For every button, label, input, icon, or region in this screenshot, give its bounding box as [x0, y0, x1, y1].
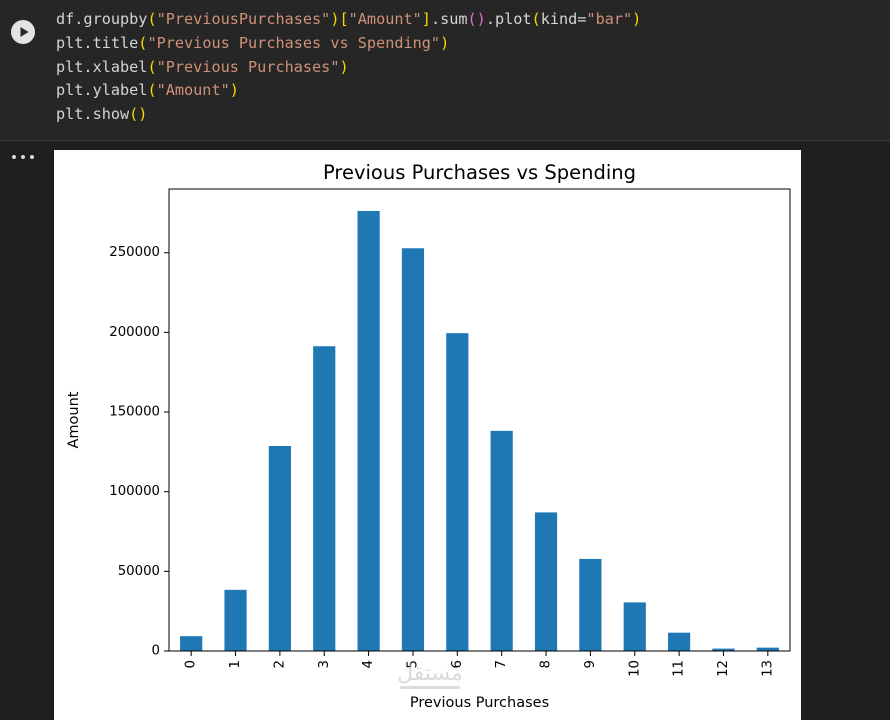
- code-token: (: [531, 10, 541, 28]
- bar-5: [401, 248, 425, 651]
- code-token: plt.ylabel: [56, 81, 148, 100]
- code-line: plt.xlabel("Previous Purchases"): [56, 58, 349, 76]
- code-token: (: [147, 81, 157, 100]
- x-tick-label: 5: [405, 660, 420, 668]
- code-token: .plot: [485, 10, 532, 28]
- code-line: plt.show(): [56, 105, 147, 123]
- chart-title: Previous Purchases vs Spending: [323, 161, 636, 184]
- code-editor[interactable]: df.groupby("PreviousPurchases")["Amount"…: [56, 8, 641, 127]
- plot-frame: [168, 188, 791, 652]
- code-token: ): [339, 57, 349, 76]
- bar-6: [446, 333, 469, 651]
- code-cell[interactable]: df.groupby("PreviousPurchases")["Amount"…: [0, 0, 890, 141]
- code-token: "Previous Purchases vs Spending": [147, 33, 441, 52]
- code-token: (: [138, 33, 148, 52]
- code-token: df.groupby: [56, 10, 148, 28]
- y-tick-label: 200000: [109, 325, 160, 340]
- play-icon: [20, 27, 29, 37]
- code-token: "PreviousPurchases": [156, 10, 331, 28]
- x-tick-label: 10: [627, 660, 642, 677]
- bar-8: [534, 512, 558, 651]
- x-tick-label: 6: [450, 660, 465, 668]
- bar-chart: 0 1 2 3 4 5 6 7 8 9 10 11 12 130500001000001500002000…: [66, 161, 791, 711]
- bar-0: [180, 636, 203, 651]
- bar-4: [357, 210, 380, 652]
- y-tick-label: 100000: [109, 484, 160, 499]
- code-token: .sum: [430, 10, 468, 28]
- code-token: (: [147, 57, 157, 76]
- code-line: plt.title("Previous Purchases vs Spendin…: [56, 34, 449, 52]
- code-token: (): [467, 10, 486, 28]
- code-token: ): [330, 10, 340, 28]
- x-tick-label: 12: [716, 660, 731, 677]
- code-token: (): [129, 105, 148, 124]
- bar-11: [668, 632, 691, 651]
- y-axis-label: Amount: [66, 391, 82, 448]
- x-tick-label: 1: [228, 660, 243, 668]
- code-token: "Previous Purchases": [156, 57, 340, 76]
- x-tick-label: 13: [760, 660, 775, 677]
- code-token: ]: [421, 10, 431, 28]
- x-tick-label: 8: [539, 660, 554, 668]
- x-tick-label: 4: [361, 660, 376, 668]
- bar-2: [268, 445, 291, 651]
- code-token: ): [440, 33, 450, 52]
- bar-10: [623, 602, 646, 651]
- x-tick-label: 7: [494, 660, 509, 668]
- y-tick-label: 0: [152, 644, 160, 659]
- bar-12: [712, 648, 735, 651]
- code-token: "Amount": [156, 81, 230, 100]
- more-horiz-icon[interactable]: [12, 150, 34, 164]
- code-line: df.groupby("PreviousPurchases")["Amount"…: [56, 10, 641, 28]
- code-token: plt.xlabel: [56, 57, 148, 76]
- code-token: ): [632, 10, 642, 28]
- code-token: ): [229, 81, 239, 100]
- x-tick-label: 11: [672, 660, 687, 677]
- bar-1: [224, 589, 247, 651]
- code-token: (: [147, 10, 157, 28]
- code-token: plt.show: [56, 105, 130, 124]
- bar-3: [313, 346, 336, 651]
- y-tick-label: 50000: [118, 564, 160, 579]
- code-token: "bar": [586, 10, 633, 28]
- bar-13: [756, 647, 779, 651]
- x-axis-label: Previous Purchases: [410, 695, 549, 711]
- x-tick-label: 2: [272, 660, 287, 668]
- bar-7: [490, 430, 513, 651]
- bar-9: [579, 558, 602, 651]
- code-token: [: [339, 10, 349, 28]
- code-token: "Amount": [348, 10, 422, 28]
- chart-figure: 0 1 2 3 4 5 6 7 8 9 10 11 12 13 0 50000 100000 150000 2000…: [54, 150, 801, 720]
- code-token: plt.title: [56, 33, 139, 52]
- y-tick-label: 150000: [109, 405, 160, 420]
- code-line: plt.ylabel("Amount"): [56, 81, 239, 99]
- x-tick-label: 9: [583, 660, 598, 668]
- code-token: kind=: [540, 10, 587, 28]
- y-tick-label: 250000: [109, 245, 160, 260]
- x-tick-label: 0: [184, 660, 199, 668]
- run-cell-button[interactable]: [11, 20, 35, 44]
- x-tick-label: 3: [317, 660, 332, 668]
